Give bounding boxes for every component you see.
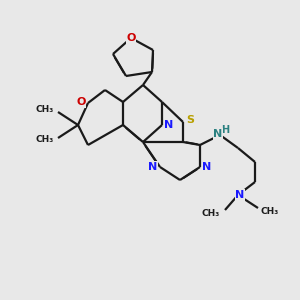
Text: CH₃: CH₃ bbox=[261, 206, 279, 215]
Text: N: N bbox=[213, 129, 223, 139]
Text: N: N bbox=[164, 120, 174, 130]
Text: CH₃: CH₃ bbox=[36, 136, 54, 145]
Text: H: H bbox=[221, 125, 229, 135]
Text: CH₃: CH₃ bbox=[36, 106, 54, 115]
Text: S: S bbox=[186, 115, 194, 125]
Text: CH₃: CH₃ bbox=[202, 208, 220, 217]
Text: N: N bbox=[236, 190, 244, 200]
Text: O: O bbox=[76, 97, 86, 107]
Text: N: N bbox=[202, 162, 211, 172]
Text: O: O bbox=[126, 33, 136, 43]
Text: N: N bbox=[148, 162, 158, 172]
